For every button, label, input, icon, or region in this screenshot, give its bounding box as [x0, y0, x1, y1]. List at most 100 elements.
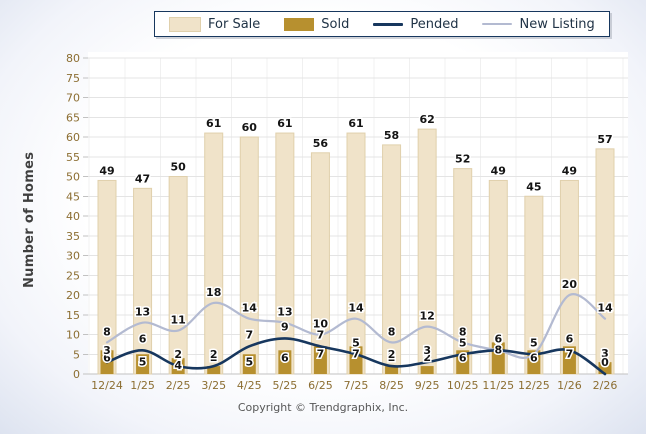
for-sale-value: 61 — [348, 117, 363, 130]
for-sale-bar — [168, 176, 188, 375]
sold-value: 5 — [139, 355, 147, 368]
sold-value: 7 — [566, 347, 574, 360]
x-tick-label: 9/25 — [415, 379, 440, 392]
y-tick-label: 55 — [66, 151, 80, 164]
pended-value: 2 — [174, 348, 182, 361]
x-tick-label: 8/25 — [379, 379, 404, 392]
pended-value: 5 — [459, 336, 467, 349]
x-tick-label: 2/26 — [593, 379, 618, 392]
y-tick-label: 35 — [66, 230, 80, 243]
for-sale-value: 58 — [384, 129, 399, 142]
new-listing-value: 14 — [242, 302, 258, 315]
for-sale-value: 52 — [455, 153, 470, 166]
sold-value: 6 — [281, 351, 289, 364]
y-tick-label: 15 — [66, 309, 80, 322]
for-sale-value: 49 — [491, 164, 506, 177]
pended-value: 2 — [210, 348, 218, 361]
new-listing-value: 8 — [388, 325, 396, 338]
pended-line — [105, 337, 607, 376]
pended-swatch — [373, 22, 404, 26]
new-listing-value: 8 — [103, 325, 111, 338]
sold-value: 3 — [601, 347, 609, 360]
legend: For Sale Sold Pended New Listing — [154, 11, 610, 37]
y-tick-label: 80 — [66, 52, 80, 65]
pended-value: 5 — [352, 336, 360, 349]
new-listing-value: 18 — [206, 286, 221, 299]
sold-bar — [313, 346, 327, 374]
for-sale-value: 57 — [597, 133, 612, 146]
for-sale-value: 49 — [99, 164, 114, 177]
for-sale-value: 49 — [562, 164, 577, 177]
sold-bar — [385, 366, 399, 374]
for-sale-bar — [133, 187, 153, 375]
sold-bar — [278, 350, 292, 374]
for-sale-bar — [595, 148, 615, 375]
for-sale-value: 47 — [135, 172, 150, 185]
pended-value: 3 — [103, 344, 111, 357]
x-tick-label: 3/25 — [201, 379, 226, 392]
for-sale-value: 56 — [313, 137, 329, 150]
for-sale-value: 61 — [206, 117, 221, 130]
y-tick-label: 50 — [66, 171, 80, 184]
new-listing-value: 14 — [348, 302, 364, 315]
for-sale-value: 61 — [277, 117, 292, 130]
new-listing-labels: 8 13 11 18 14 13 10 14 8 12 8 6 5 20 14 — [102, 277, 615, 352]
new-listing-value: 20 — [562, 278, 578, 291]
legend-label-for-sale: For Sale — [208, 16, 261, 32]
for-sale-bar — [204, 132, 224, 375]
pended-value: 0 — [601, 356, 609, 369]
sold-bar — [207, 366, 221, 374]
for-sale-value: 45 — [526, 180, 541, 193]
legend-label-new-listing: New Listing — [519, 16, 595, 32]
x-tick-label: 7/25 — [344, 379, 369, 392]
new-listing-series — [105, 293, 607, 359]
legend-label-sold: Sold — [321, 16, 350, 32]
sold-bar — [242, 354, 256, 374]
sold-bar — [562, 346, 576, 374]
x-tick-label: 12/24 — [91, 379, 123, 392]
sold-value: 4 — [174, 359, 182, 372]
pended-series — [105, 337, 607, 376]
pended-value: 6 — [139, 332, 147, 345]
sold-value: 2 — [388, 351, 396, 364]
x-tick-label: 12/25 — [518, 379, 550, 392]
y-tick-label: 20 — [66, 289, 80, 302]
sold-value: 7 — [317, 347, 325, 360]
new-listing-value: 8 — [459, 325, 467, 338]
x-tick-label: 6/25 — [308, 379, 333, 392]
new-listing-value: 11 — [170, 314, 185, 327]
sold-value: 2 — [210, 351, 218, 364]
for-sale-bar — [417, 128, 437, 375]
sold-labels: 6 5 42 5 6 7 7 2 2 686 7 3 — [102, 342, 611, 374]
pended-value: 9 — [281, 320, 289, 333]
new-listing-value: 13 — [135, 306, 150, 319]
y-tick-label: 40 — [66, 210, 80, 223]
pended-value: 2 — [388, 348, 396, 361]
pended-value: 6 — [494, 332, 502, 345]
new-listing-value: 12 — [419, 310, 434, 323]
y-tick-label: 0 — [73, 368, 80, 381]
y-axis-ticks: 0 5 10 15 20 25 30 35 40 45 50 55 60 65 70 75 80 — [66, 52, 88, 381]
y-tick-label: 25 — [66, 269, 80, 282]
sold-value: 2 — [423, 351, 431, 364]
legend-label-pended: Pended — [410, 16, 459, 32]
sold-value: 8 — [494, 343, 502, 356]
y-tick-label: 60 — [66, 131, 80, 144]
sold-value: 7 — [352, 347, 360, 360]
for-sale-bars — [97, 128, 615, 375]
sold-bar — [598, 362, 612, 374]
new-listing-value: 5 — [530, 337, 538, 350]
pended-value: 7 — [317, 328, 325, 341]
x-tick-label: 10/25 — [447, 379, 479, 392]
x-tick-label: 11/25 — [482, 379, 514, 392]
for-sale-value: 50 — [170, 161, 186, 174]
pended-value: 3 — [423, 344, 431, 357]
for-sale-value: 60 — [242, 121, 258, 134]
new-listing-value: 10 — [313, 318, 329, 331]
new-listing-line — [105, 293, 607, 359]
y-tick-label: 70 — [66, 92, 80, 105]
y-tick-label: 75 — [66, 72, 80, 85]
pended-value: 6 — [566, 332, 574, 345]
